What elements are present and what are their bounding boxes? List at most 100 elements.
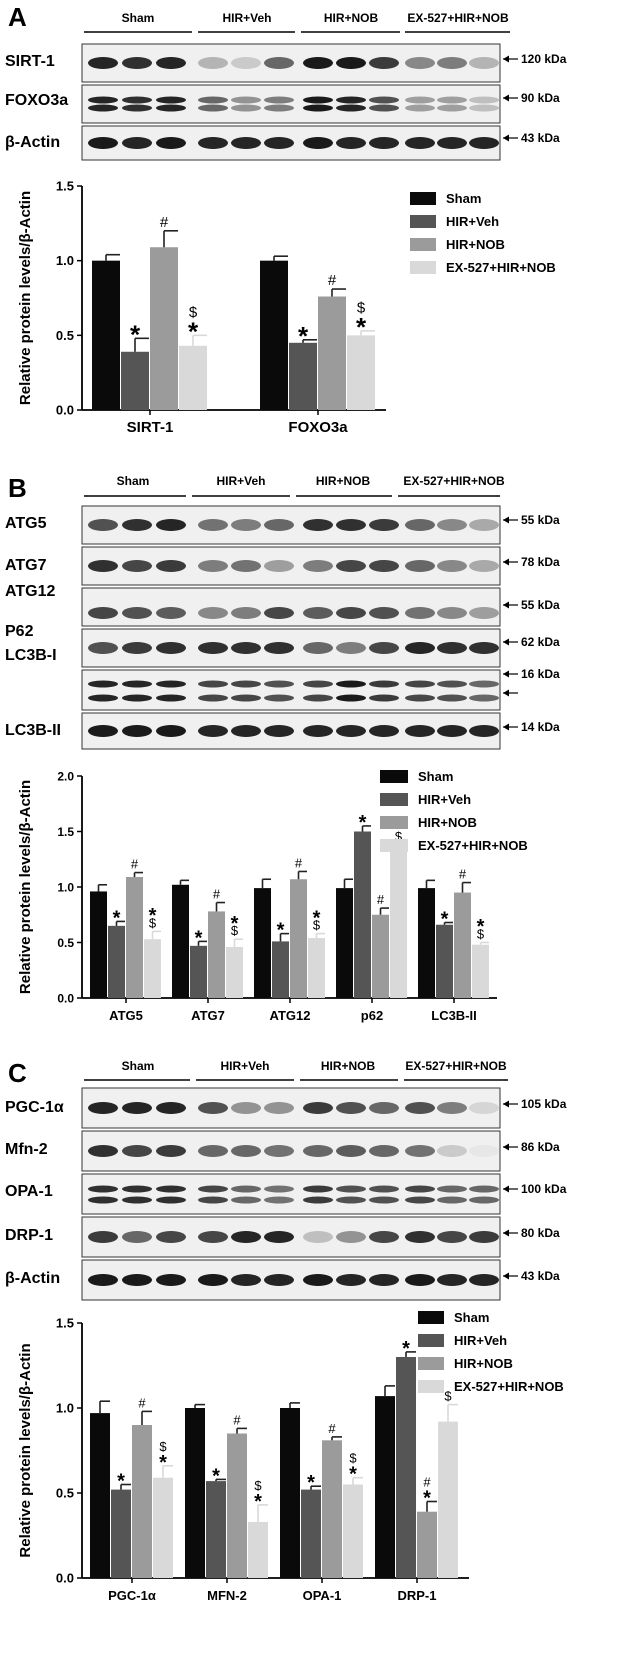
blot-band [198, 694, 228, 702]
kda-arrow-head [503, 638, 509, 646]
blot-band [369, 1231, 399, 1243]
kda-arrow-head [503, 55, 509, 63]
y-tick-label: 1.5 [57, 825, 74, 839]
blot-band [369, 560, 399, 572]
kda-label: 62 kDa [521, 635, 560, 649]
blot-band [231, 680, 261, 688]
kda-arrow-head [503, 601, 509, 609]
panel-a-group-label: HIR+Veh [222, 11, 271, 25]
blot-band [122, 1196, 152, 1204]
kda-label: 105 kDa [521, 1097, 567, 1111]
blot-band [469, 560, 499, 572]
blot-protein-label: P62 [5, 623, 34, 640]
blot-frame [81, 1173, 501, 1215]
blot-band [405, 1196, 435, 1204]
kda-arrow-head [503, 670, 509, 678]
blot-strip [81, 1259, 501, 1301]
blot-band [437, 607, 467, 619]
bar [111, 1489, 131, 1578]
bar [208, 911, 225, 998]
bar [372, 914, 389, 998]
blot-band [156, 694, 186, 702]
bar [375, 1396, 395, 1578]
chart-c: 0.0 0.5 1.0 1.5 Relative protein levels/β-Ac… [17, 1310, 564, 1603]
blot-band [336, 725, 366, 737]
bar [172, 884, 189, 998]
blot-band [264, 680, 294, 688]
blot-band [469, 1274, 499, 1286]
blot-band [336, 560, 366, 572]
blot-band [336, 1185, 366, 1193]
blot-band [336, 1145, 366, 1157]
legend-swatch [418, 1334, 444, 1347]
blot-protein-label: LC3B-II [5, 722, 61, 739]
blot-band [336, 1274, 366, 1286]
y-tick-label: 0.5 [56, 1486, 74, 1501]
blot-band [231, 560, 261, 572]
blot-band [264, 1102, 294, 1114]
significance-mark: # [233, 1412, 241, 1427]
kda-label: 80 kDa [521, 1226, 560, 1240]
blot-band [88, 607, 118, 619]
blot-band [405, 137, 435, 149]
legend-entry: HIR+NOB [446, 237, 505, 252]
blot-band [437, 137, 467, 149]
blot-band [437, 1196, 467, 1204]
significance-mark: # [131, 857, 139, 872]
blot-band [405, 725, 435, 737]
blot-band [264, 642, 294, 654]
x-category-label: MFN-2 [207, 1588, 247, 1603]
blot-band [264, 1145, 294, 1157]
blot-band [469, 725, 499, 737]
blot-protein-label: ATG12 [5, 583, 55, 600]
blot-band [156, 137, 186, 149]
blot-band [198, 1274, 228, 1286]
legend-entry: HIR+Veh [454, 1333, 507, 1348]
blot-band [122, 57, 152, 69]
significance-mark: # [160, 214, 169, 231]
kda-arrow-head [503, 1272, 509, 1280]
blot-band [336, 519, 366, 531]
blot-band [336, 96, 366, 104]
blot-band [303, 725, 333, 737]
kda-arrow-head [503, 1229, 509, 1237]
blot-band [469, 1196, 499, 1204]
blot-band [303, 137, 333, 149]
significance-mark: # [459, 867, 467, 882]
blot-band [437, 96, 467, 104]
blot-protein-label: PGC-1α [5, 1099, 64, 1116]
panel-a-group-label: HIR+NOB [324, 11, 379, 25]
blot-band [303, 1185, 333, 1193]
blot-band [303, 1231, 333, 1243]
blot-band [303, 1145, 333, 1157]
blot-band [405, 1274, 435, 1286]
blot-band [231, 1196, 261, 1204]
panel-a-letter: A [8, 2, 27, 32]
x-category-label: FOXO3a [288, 419, 348, 436]
legend-entry: HIR+Veh [418, 792, 471, 807]
bar [108, 925, 125, 998]
blot-protein-label: FOXO3a [5, 92, 68, 109]
kda-label: 86 kDa [521, 1140, 560, 1154]
blot-band [437, 57, 467, 69]
blot-band [303, 1196, 333, 1204]
significance-mark: # [295, 855, 303, 870]
blot-band [303, 694, 333, 702]
legend-entry: Sham [446, 191, 481, 206]
blot-band [469, 1185, 499, 1193]
blot-band [122, 725, 152, 737]
kda-label: 55 kDa [521, 513, 560, 527]
blot-band [198, 725, 228, 737]
legend-swatch [380, 839, 408, 852]
blot-band [369, 680, 399, 688]
y-tick-label: 0.5 [56, 328, 74, 343]
blot-band [469, 104, 499, 112]
blot-band [88, 1102, 118, 1114]
blot-band [122, 560, 152, 572]
legend-entry: Sham [418, 769, 453, 784]
blot-band [122, 1231, 152, 1243]
blot-band [156, 560, 186, 572]
bar [418, 888, 435, 998]
bar [354, 831, 371, 998]
blot-band [369, 694, 399, 702]
